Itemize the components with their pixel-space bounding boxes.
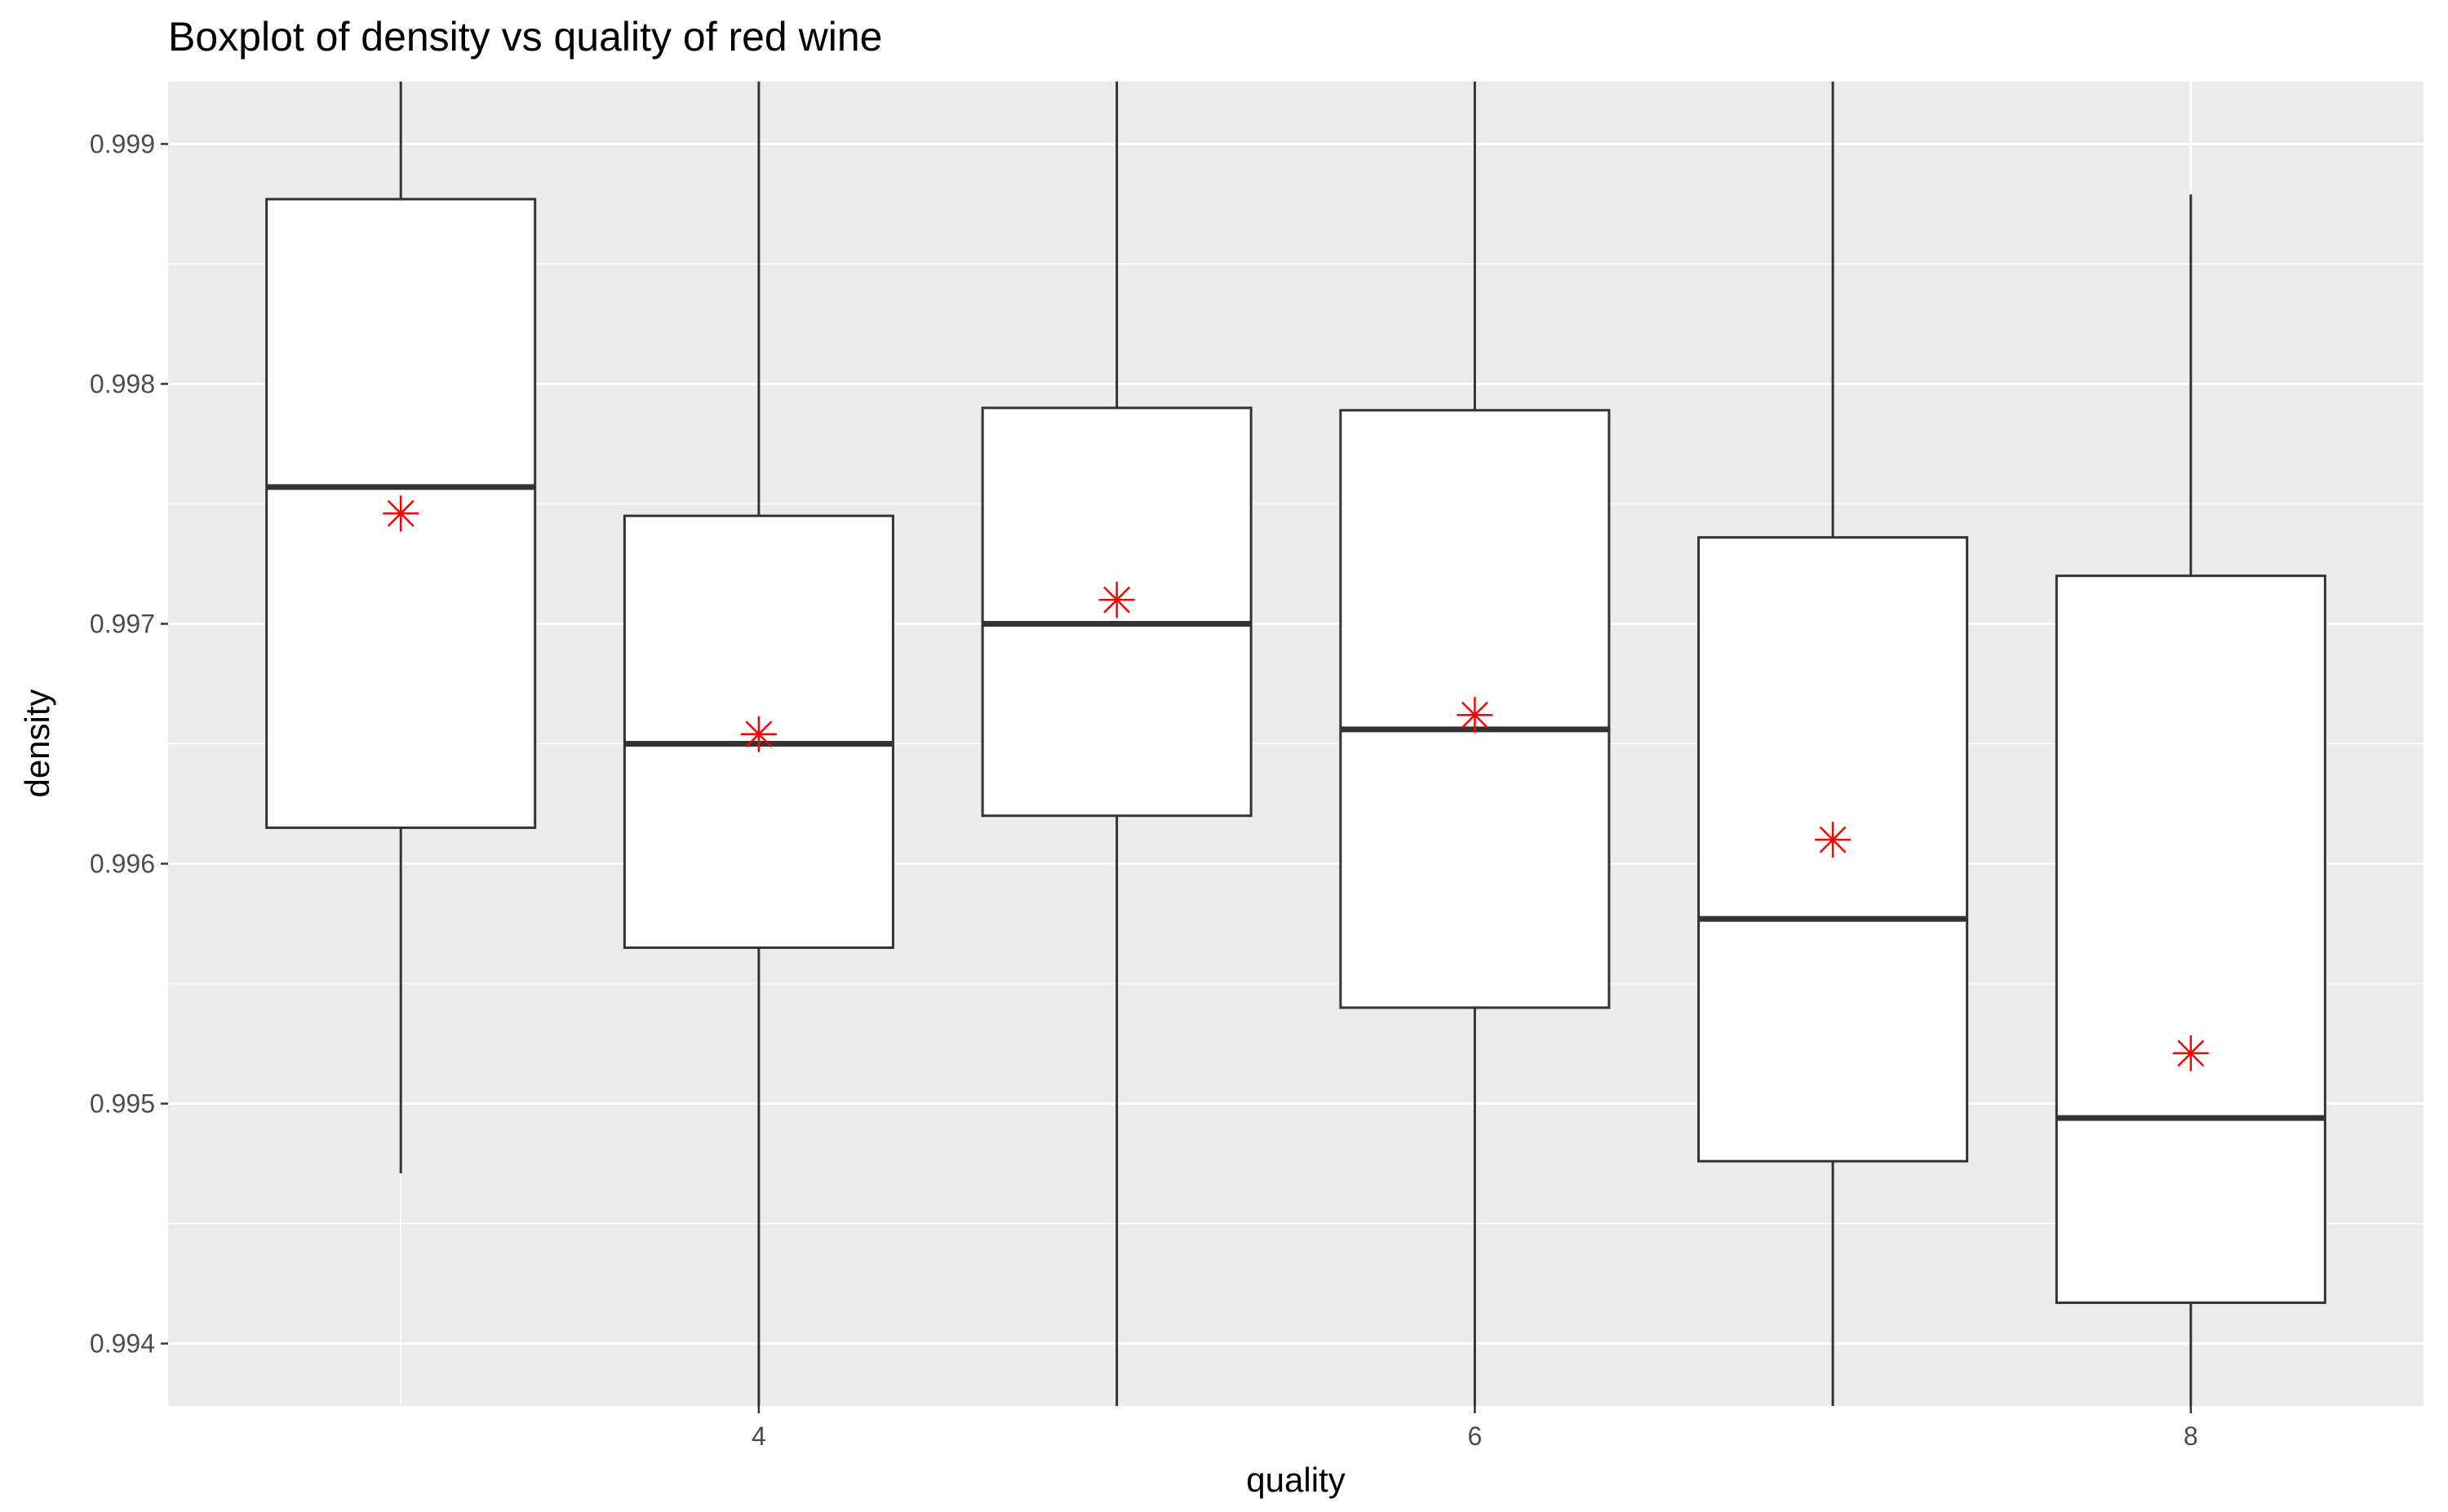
y-tick-label: 0.996 — [90, 849, 155, 879]
mean-marker-quality-6 — [1457, 697, 1493, 734]
mean-marker-quality-4 — [740, 716, 777, 752]
mean-markers — [383, 495, 2209, 1071]
mean-marker-quality-7 — [1815, 822, 1852, 858]
y-axis: 0.994 0.995 0.996 0.997 0.998 0.999 — [90, 129, 168, 1359]
mean-marker-quality-3 — [383, 495, 419, 532]
x-axis: 4 6 8 — [752, 1406, 2198, 1451]
x-axis-title: quality — [1246, 1461, 1345, 1499]
x-tick-label: 4 — [752, 1421, 766, 1451]
y-axis-title: density — [18, 689, 56, 797]
iqr-box — [2055, 574, 2326, 1305]
x-tick-label: 6 — [1467, 1421, 1482, 1451]
y-tick-label: 0.997 — [90, 609, 155, 638]
x-tick-label: 8 — [2184, 1421, 2198, 1451]
y-tick-label: 0.998 — [90, 369, 155, 398]
chart-title: Boxplot of density vs quality of red win… — [168, 14, 882, 60]
y-tick-label: 0.995 — [90, 1089, 155, 1119]
y-tick-label: 0.994 — [90, 1329, 155, 1359]
box-series — [265, 82, 2326, 1406]
mean-marker-quality-5 — [1098, 582, 1135, 619]
y-tick-label: 0.999 — [90, 129, 155, 158]
mean-marker-quality-8 — [2172, 1035, 2209, 1071]
box-group-quality-8 — [2055, 194, 2326, 1406]
